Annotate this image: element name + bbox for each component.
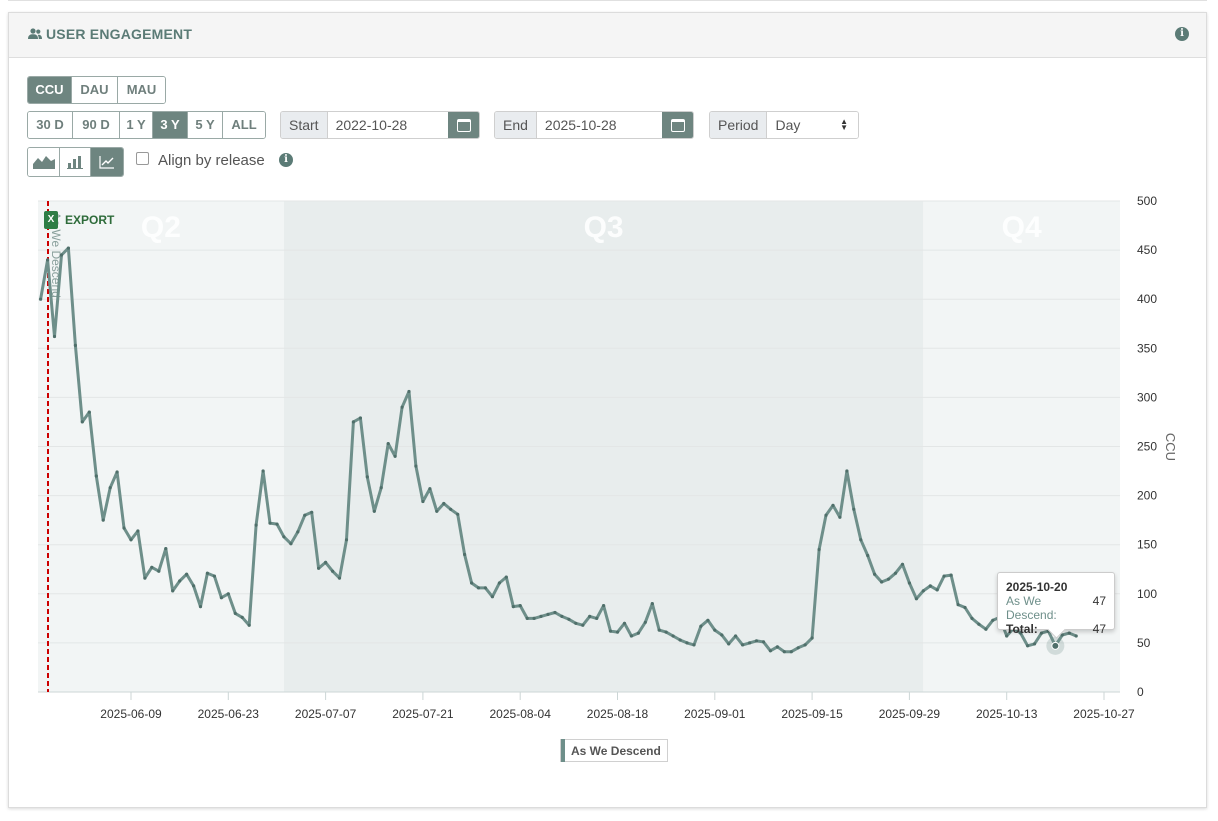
tooltip-date: 2025-10-20 xyxy=(1006,580,1068,594)
top-divider xyxy=(8,0,1207,1)
end-calendar-button[interactable] xyxy=(662,112,693,138)
range-90d[interactable]: 90 D xyxy=(73,112,120,138)
start-calendar-button[interactable] xyxy=(448,112,479,138)
range-3y[interactable]: 3 Y xyxy=(153,112,188,138)
range-all[interactable]: ALL xyxy=(223,112,265,138)
sort-icon: ▲ ▼ xyxy=(840,117,848,132)
range-tabs: 30 D 90 D 1 Y 3 Y 5 Y ALL xyxy=(27,111,266,139)
tooltip-total-value: 47 xyxy=(1092,622,1106,636)
info-icon[interactable]: i xyxy=(279,153,293,167)
start-date-input[interactable]: 2022-10-28 xyxy=(327,112,448,138)
tooltip-series-value: 47 xyxy=(1092,594,1106,608)
info-icon[interactable]: i xyxy=(1175,27,1189,41)
tooltip-series-label: As We Descend: xyxy=(1006,594,1057,622)
legend-swatch xyxy=(561,739,565,762)
period-value: Day xyxy=(775,117,801,133)
area-chart-button[interactable] xyxy=(28,148,60,176)
calendar-icon xyxy=(670,118,685,132)
legend-label: As We Descend xyxy=(571,743,661,758)
export-label: EXPORT xyxy=(65,213,115,227)
period-select[interactable]: Day ▲ ▼ xyxy=(767,112,858,138)
range-1y[interactable]: 1 Y xyxy=(120,112,153,138)
range-5y[interactable]: 5 Y xyxy=(188,112,223,138)
chart-legend[interactable]: As We Descend xyxy=(560,739,668,762)
end-label: End xyxy=(495,112,537,138)
panel-title: USER ENGAGEMENT xyxy=(46,26,193,42)
start-date-field: Start 2022-10-28 xyxy=(280,111,480,139)
tab-dau[interactable]: DAU xyxy=(72,77,118,103)
line-chart-button[interactable] xyxy=(91,148,123,176)
end-date-input[interactable]: 2025-10-28 xyxy=(536,112,662,138)
chart-tooltip: 2025-10-20 As We Descend: 47 Total: 47 xyxy=(997,572,1115,639)
calendar-icon xyxy=(456,118,471,132)
period-field: Period Day ▲ ▼ xyxy=(709,111,859,139)
area-chart-icon xyxy=(32,156,55,169)
users-icon xyxy=(28,28,42,39)
bar-chart-button[interactable] xyxy=(60,148,91,176)
range-30d[interactable]: 30 D xyxy=(28,112,73,138)
chart-type-tabs xyxy=(27,147,124,177)
end-date-field: End 2025-10-28 xyxy=(494,111,694,139)
align-by-release-label[interactable]: Align by release xyxy=(158,152,265,169)
start-label: Start xyxy=(281,112,328,138)
tooltip-total-label: Total: xyxy=(1006,622,1038,636)
tab-mau[interactable]: MAU xyxy=(118,77,165,103)
excel-icon: X xyxy=(44,211,58,229)
export-button[interactable]: X EXPORT xyxy=(44,211,114,229)
panel-header: USER ENGAGEMENT i xyxy=(9,13,1206,58)
metric-tabs: CCU DAU MAU xyxy=(27,76,166,104)
tab-ccu[interactable]: CCU xyxy=(28,77,72,103)
bar-chart-icon xyxy=(67,156,83,169)
line-chart-icon xyxy=(99,156,114,169)
period-label: Period xyxy=(710,112,768,138)
align-by-release-checkbox[interactable] xyxy=(136,152,149,165)
